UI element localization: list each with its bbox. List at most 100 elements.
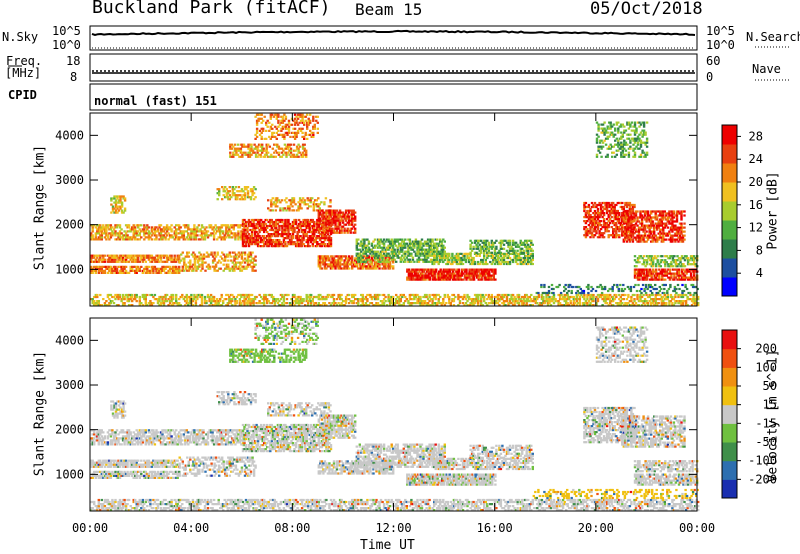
heatmap-cell	[114, 209, 118, 212]
heatmap-cell	[258, 133, 262, 136]
heatmap-cell	[300, 245, 304, 248]
heatmap-cell	[351, 215, 354, 218]
heatmap-cell	[297, 245, 301, 248]
heatmap-cell	[318, 207, 321, 210]
heatmap-cell	[249, 241, 252, 244]
heatmap-cell	[93, 302, 96, 305]
heatmap-cell	[225, 188, 228, 191]
heatmap-cell	[170, 295, 173, 299]
heatmap-cell	[146, 304, 149, 307]
heatmap-cell	[689, 293, 692, 297]
heatmap-cell	[90, 254, 93, 257]
heatmap-cell	[201, 261, 204, 264]
heatmap-cell	[156, 267, 160, 270]
heatmap-cell	[247, 147, 250, 150]
heatmap-cell	[214, 232, 217, 235]
heatmap-cell	[251, 149, 255, 152]
heatmap-cell	[288, 143, 291, 146]
heatmap-cell	[642, 293, 645, 297]
heatmap-cell	[382, 298, 386, 301]
heatmap-cell	[275, 300, 278, 303]
heatmap-cell	[669, 300, 673, 303]
heatmap-cell	[292, 149, 296, 152]
heatmap-cell	[262, 119, 265, 122]
heatmap-cell	[102, 269, 105, 272]
heatmap-cell	[410, 302, 413, 305]
heatmap-cell	[452, 300, 456, 303]
heatmap-cell	[580, 293, 583, 297]
heatmap-cell	[477, 293, 480, 297]
heatmap-cell	[108, 224, 111, 227]
heatmap-cell	[384, 250, 387, 253]
heatmap-cell	[281, 295, 284, 299]
heatmap-cell	[217, 228, 220, 231]
heatmap-cell	[360, 300, 363, 303]
heatmap-cell	[616, 304, 619, 307]
heatmap-cell	[243, 304, 246, 307]
heatmap-cell	[277, 133, 280, 136]
heatmap-cell	[433, 293, 436, 297]
heatmap-cell	[405, 242, 408, 245]
heatmap-cell	[235, 300, 239, 303]
heatmap-cell	[269, 222, 272, 226]
heatmap-cell	[234, 298, 237, 301]
heatmap-cell	[124, 224, 128, 227]
heatmap-cell	[338, 223, 342, 226]
heatmap-cell	[209, 234, 213, 237]
heatmap-cell	[288, 226, 292, 230]
heatmap-cell	[269, 235, 272, 238]
heatmap-cell	[121, 298, 125, 301]
heatmap-cell	[657, 293, 660, 297]
heatmap-cell	[262, 155, 265, 158]
heatmap-cell	[446, 293, 449, 297]
heatmap-cell	[599, 293, 603, 297]
heatmap-cell	[428, 295, 431, 299]
heatmap-cell	[241, 235, 245, 238]
heatmap-cell	[240, 251, 244, 254]
heatmap-cell	[325, 304, 328, 307]
heatmap-cell	[436, 293, 439, 297]
heatmap-cell	[316, 241, 319, 244]
heatmap-cell	[418, 270, 421, 273]
heatmap-cell	[280, 151, 284, 154]
heatmap-cell	[349, 229, 352, 232]
heatmap-cell	[461, 295, 465, 299]
heatmap-cell	[173, 226, 176, 229]
heatmap-cell	[225, 255, 228, 258]
heatmap-cell	[170, 300, 173, 303]
heatmap-cell	[237, 255, 241, 258]
heatmap-cell	[229, 226, 232, 229]
heatmap-cell	[227, 265, 230, 268]
heatmap-cell	[190, 230, 193, 233]
heatmap-cell	[289, 135, 292, 138]
heatmap-cell	[143, 293, 146, 297]
heatmap-cell	[484, 258, 487, 262]
heatmap-cell	[436, 256, 439, 260]
heatmap-cell	[286, 151, 290, 154]
heatmap-cell	[299, 300, 302, 303]
heatmap-cell	[478, 300, 481, 303]
heatmap-cell	[295, 153, 299, 156]
heatmap-cell	[260, 222, 263, 226]
heatmap-cell	[244, 241, 248, 244]
heatmap-cell	[285, 226, 289, 230]
heatmap-cell	[331, 302, 334, 305]
heatmap-cell	[320, 209, 324, 212]
heatmap-cell	[227, 255, 230, 258]
heatmap-cell	[303, 115, 306, 118]
heatmap-cell	[290, 239, 293, 242]
heatmap-cell	[141, 304, 144, 307]
heatmap-cell	[158, 304, 161, 307]
heatmap-cell	[360, 298, 363, 301]
heatmap-cell	[425, 240, 428, 243]
heatmap-cell	[402, 256, 405, 259]
heatmap-cell	[251, 257, 254, 260]
heatmap-cell	[546, 300, 550, 303]
heatmap-cell	[244, 293, 248, 297]
heatmap-cell	[502, 256, 506, 260]
heatmap-cell	[299, 224, 302, 228]
heatmap-cell	[249, 224, 252, 228]
heatmap-cell	[127, 254, 131, 257]
heatmap-cell	[366, 304, 369, 307]
heatmap-cell	[291, 226, 295, 230]
